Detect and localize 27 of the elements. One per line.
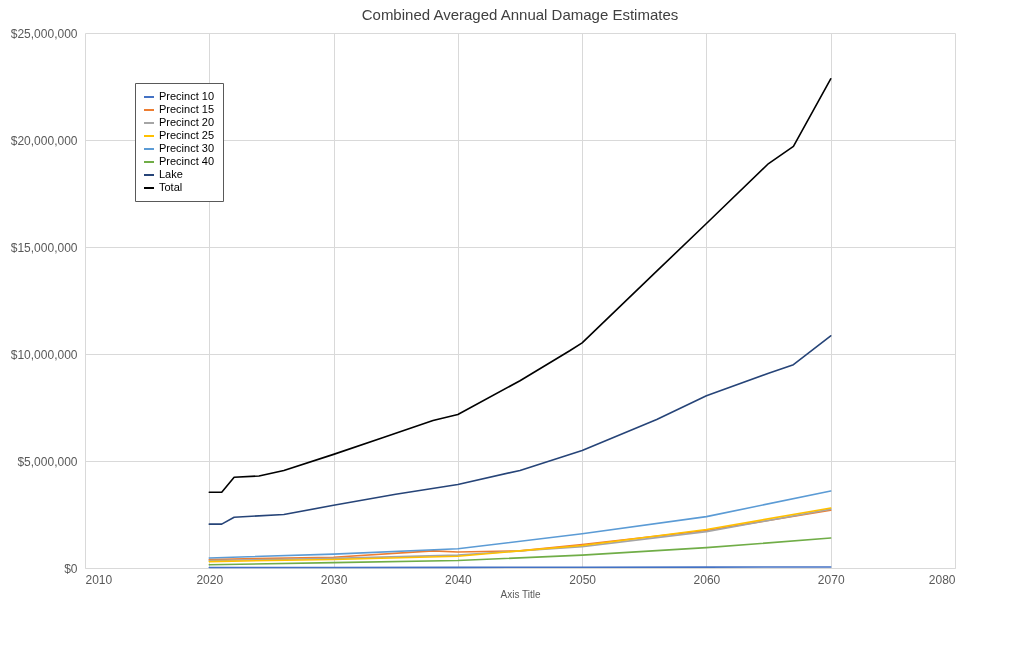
legend-label: Total: [159, 181, 183, 193]
legend-label: Precinct 15: [159, 103, 215, 115]
x-tick-label: 2050: [569, 572, 597, 587]
chart-title: Combined Averaged Annual Damage Estimates: [361, 6, 679, 23]
y-tick-label: $5,000,000: [17, 454, 78, 469]
y-tick-label: $0: [64, 561, 78, 576]
y-tick-label: $25,000,000: [10, 26, 78, 41]
y-tick-label: $15,000,000: [10, 240, 78, 255]
legend-label: Precinct 30: [159, 142, 215, 154]
x-tick-label: 2080: [928, 572, 956, 587]
x-tick-label: 2040: [445, 572, 473, 587]
x-tick-label: 2010: [85, 572, 113, 587]
x-tick-label: 2020: [196, 572, 224, 587]
legend-label: Precinct 40: [159, 155, 215, 167]
line-series: [208, 335, 832, 525]
y-tick-label: $20,000,000: [10, 133, 78, 148]
line-series: [208, 490, 832, 559]
x-tick-label: 2060: [693, 572, 721, 587]
legend-label: Precinct 25: [159, 129, 215, 141]
line-series: [208, 537, 832, 566]
x-tick-label: 2030: [320, 572, 348, 587]
x-tick-label: 2070: [817, 572, 845, 587]
legend-label: Precinct 20: [159, 116, 215, 128]
y-tick-label: $10,000,000: [10, 347, 78, 362]
x-axis-title: Axis Title: [500, 588, 541, 600]
legend-label: Precinct 10: [159, 90, 215, 102]
legend-label: Lake: [159, 168, 183, 180]
